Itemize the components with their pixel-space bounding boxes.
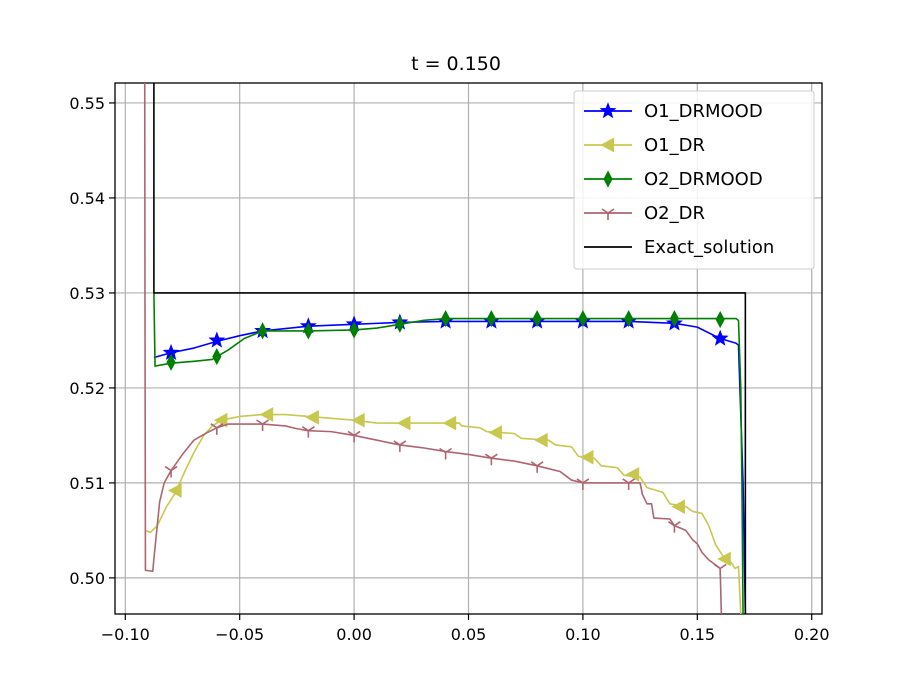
data-point [259, 407, 274, 422]
data-point [439, 447, 453, 460]
plot-frame [114, 82, 823, 615]
legend-label: O2_DRMOOD [644, 169, 763, 190]
series-line [143, 83, 723, 614]
data-point [484, 453, 498, 466]
legend-label: O2_DR [644, 203, 705, 224]
data-point [530, 461, 544, 473]
axes: −0.10 −0.05 0.00 0.05 0.10 0.15 0.20 0.50 0.51 0.… [69, 82, 830, 644]
series-line [153, 320, 747, 614]
data-point [667, 520, 681, 533]
data-point [347, 430, 361, 443]
series-exact-solution [153, 83, 747, 614]
legend-marker [603, 170, 613, 188]
data-point [349, 321, 359, 339]
data-point [213, 412, 228, 428]
data-point [717, 551, 731, 567]
x-tick-label: −0.05 [215, 625, 264, 644]
x-tick-label: 0.05 [451, 625, 487, 644]
legend-marker [599, 102, 617, 119]
x-tick-label: −0.10 [101, 625, 150, 644]
data-point [166, 353, 176, 371]
data-point [168, 483, 182, 498]
legend-box [573, 90, 815, 270]
x-tick-label: 0.10 [565, 625, 601, 644]
x-tick-label: 0.15 [679, 625, 715, 644]
data-point [532, 310, 542, 328]
legend-item: O1_DRMOOD [584, 101, 763, 122]
legend-item: Exact_solution [584, 237, 774, 258]
data-point [393, 440, 407, 452]
data-point [442, 415, 457, 431]
series-line [153, 83, 747, 614]
data-point [210, 423, 224, 435]
data-point [488, 425, 502, 440]
legend-item: O2_DR [584, 203, 705, 224]
data-point [208, 331, 226, 348]
series-o2-drmood [153, 292, 744, 614]
data-point [395, 315, 405, 333]
y-tick-label: 0.50 [69, 569, 105, 588]
data-point [303, 322, 313, 340]
data-point [486, 310, 496, 328]
data-point [212, 348, 222, 366]
data-point [305, 410, 319, 425]
legend-marker [600, 137, 614, 153]
legend: O1_DRMOOD O1_DR O2_DRMOOD O2_DR Exact_soluti… [573, 90, 815, 270]
data-point [711, 329, 729, 346]
data-point [622, 478, 636, 490]
series-o1-drmood [153, 312, 747, 614]
series-line [153, 292, 744, 614]
data-point [671, 499, 685, 514]
legend-label: O1_DRMOOD [644, 101, 763, 122]
y-tick-label: 0.55 [69, 94, 105, 113]
y-tick-label: 0.54 [69, 189, 105, 208]
plot-area [143, 83, 747, 614]
legend-label: Exact_solution [644, 237, 774, 258]
y-tick-label: 0.51 [69, 474, 105, 493]
data-point [441, 310, 451, 328]
x-tick-label: 0.00 [336, 625, 372, 644]
legend-marker [601, 208, 615, 220]
data-point [625, 467, 640, 482]
data-point [301, 426, 315, 438]
data-point [624, 310, 634, 328]
data-point [713, 563, 727, 576]
data-point [396, 415, 411, 431]
data-point [669, 310, 679, 328]
series-line [144, 413, 742, 614]
legend-item: O1_DR [584, 135, 705, 156]
data-point [351, 412, 365, 428]
data-point [576, 478, 590, 490]
y-tick-label: 0.52 [69, 379, 105, 398]
series-o2-dr [143, 83, 727, 614]
legend-label: O1_DR [644, 135, 705, 156]
data-point [256, 419, 270, 432]
data-point [534, 432, 548, 448]
data-point [715, 310, 725, 329]
data-point [579, 449, 594, 465]
x-tick-label: 0.20 [794, 625, 830, 644]
data-point [578, 310, 588, 328]
data-point [164, 465, 178, 478]
series-o1-dr [144, 407, 742, 614]
legend-item: O2_DRMOOD [584, 169, 763, 190]
data-point [258, 322, 268, 340]
chart-title: t = 0.150 [411, 53, 501, 75]
y-tick-label: 0.53 [69, 284, 105, 303]
